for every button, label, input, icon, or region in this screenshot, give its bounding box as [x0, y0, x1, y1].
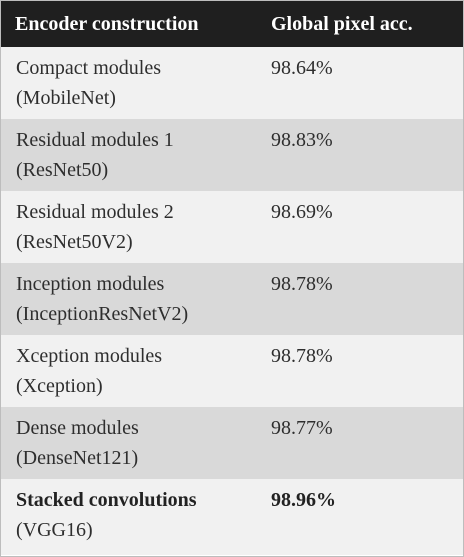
- table-row: Stacked convolutions (VGG16) 98.96%: [1, 479, 463, 555]
- table-row: Xception modules (Xception) 98.78%: [1, 335, 463, 407]
- table-row: Compact modules (MobileNet) 98.64%: [1, 47, 463, 119]
- accuracy-cell: 98.83%: [271, 129, 333, 151]
- encoder-name: Residual modules 2: [16, 201, 174, 223]
- accuracy-cell: 98.77%: [271, 417, 333, 439]
- accuracy-cell: 98.64%: [271, 57, 333, 79]
- encoder-name: Inception modules: [16, 273, 165, 295]
- encoder-cell: Residual modules 1 (ResNet50): [1, 119, 255, 191]
- encoder-cell: Dense modules (DenseNet121): [1, 407, 255, 479]
- table-row: Residual modules 2 (ResNet50V2) 98.69%: [1, 191, 463, 263]
- encoder-cell: Compact modules (MobileNet): [1, 47, 255, 119]
- encoder-model: (ResNet50V2): [16, 231, 133, 253]
- encoder-cell: Inception modules (InceptionResNetV2): [1, 263, 255, 335]
- accuracy-cell: 98.78%: [271, 273, 333, 295]
- encoder-cell: Residual modules 2 (ResNet50V2): [1, 191, 255, 263]
- table-header: Encoder construction Global pixel acc.: [1, 1, 463, 47]
- table-row: Residual modules 1 (ResNet50) 98.83%: [1, 119, 463, 191]
- accuracy-cell-best: 98.96%: [271, 489, 336, 511]
- encoder-name: Xception modules: [16, 345, 163, 367]
- table-body: Compact modules (MobileNet) 98.64% Resid…: [1, 47, 463, 555]
- header-encoder-construction: Encoder construction: [15, 12, 199, 35]
- encoder-model: (MobileNet): [16, 87, 116, 109]
- encoder-model: (ResNet50): [16, 159, 109, 181]
- encoder-cell: Xception modules (Xception): [1, 335, 255, 407]
- encoder-name: Compact modules: [16, 57, 161, 79]
- encoder-model: (InceptionResNetV2): [16, 303, 189, 325]
- accuracy-cell: 98.78%: [271, 345, 333, 367]
- encoder-model: (VGG16): [16, 519, 93, 541]
- encoder-cell: Stacked convolutions (VGG16): [1, 479, 255, 555]
- encoder-name: Residual modules 1: [16, 129, 174, 151]
- encoder-model: (Xception): [16, 375, 103, 397]
- encoder-name: Stacked convolutions: [16, 489, 197, 511]
- accuracy-cell: 98.69%: [271, 201, 333, 223]
- table-row: Dense modules (DenseNet121) 98.77%: [1, 407, 463, 479]
- encoder-name: Dense modules: [16, 417, 139, 439]
- header-global-pixel-accuracy: Global pixel acc.: [271, 12, 413, 35]
- encoder-model: (DenseNet121): [16, 447, 139, 469]
- table-row: Inception modules (InceptionResNetV2) 98…: [1, 263, 463, 335]
